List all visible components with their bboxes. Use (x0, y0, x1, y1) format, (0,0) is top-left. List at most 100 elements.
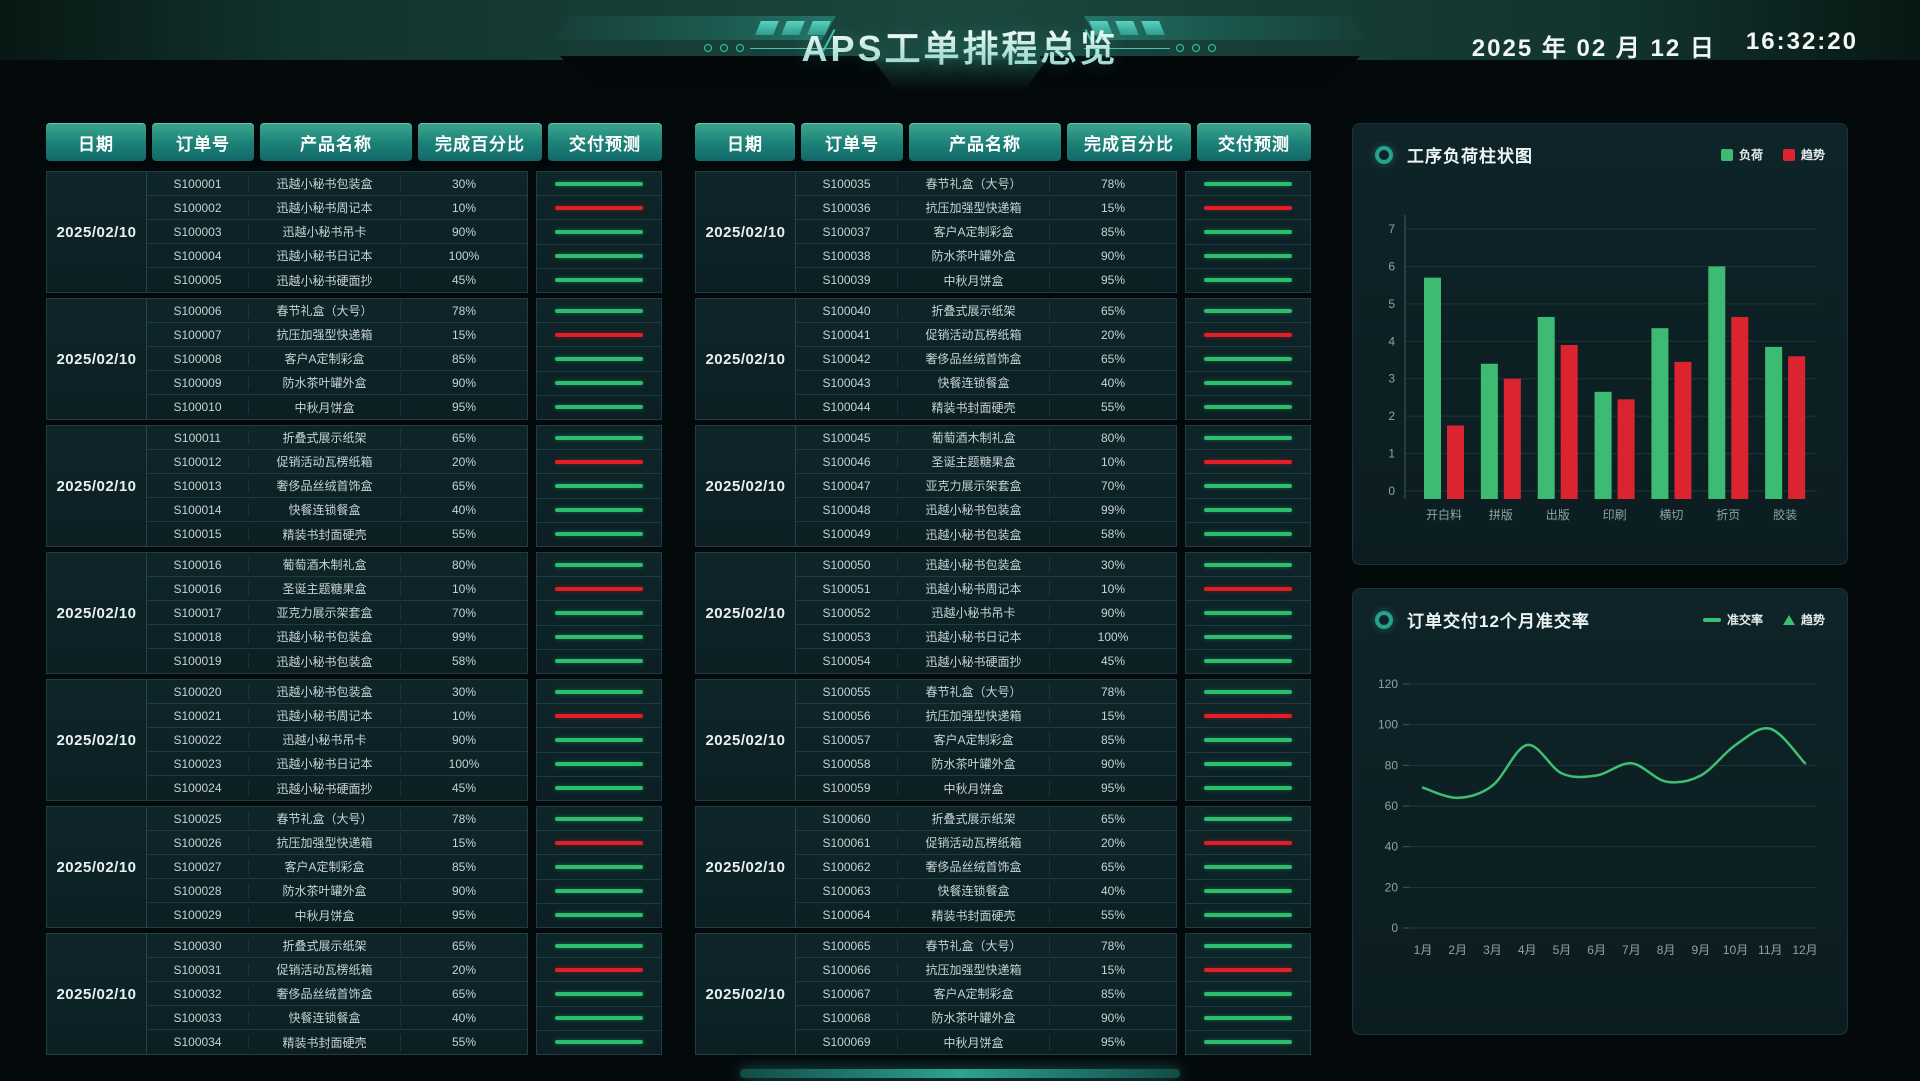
rows: S100035 春节礼盒（大号） 78% S100036 抗压加强型快递箱 15% S100… (796, 172, 1176, 292)
forecast-cell (1186, 499, 1310, 523)
completion-percent-cell: 10% (1100, 581, 1126, 596)
order-number-cell: S100032 (147, 986, 249, 1001)
completion-percent-cell: 90% (1100, 248, 1126, 263)
line-chart-svg: 0 20 40 60 80 100 120 1月 2月 3月 4月 5月 6月 7月 8月 9月 10月 11月 1… (1378, 677, 1818, 957)
deco-line (750, 47, 836, 49)
order-number-cell: S100009 (147, 375, 249, 390)
forecast-cell (537, 196, 661, 221)
table-row: S100056 抗压加强型快递箱 15% (796, 704, 1176, 728)
process-load-panel: 工序负荷柱状图 负荷 趋势 0 1 2 3 4 5 6 7 开白料 拼版 出版 印刷 横切 折页 胶装 (1352, 123, 1848, 565)
product-name-cell: 迅越小秘书周记本 (249, 199, 401, 216)
completion-percent-cell: 65% (1100, 859, 1126, 874)
forecast-cell (537, 553, 661, 578)
delivery-forecast-bar (1204, 532, 1292, 537)
svg-text:20: 20 (1385, 880, 1399, 894)
date-cell: 2025/02/10 (696, 680, 796, 800)
completion-percent-cell: 10% (451, 200, 477, 215)
forecast-cell (1186, 269, 1310, 292)
product-name-cell: 迅越小秘书包装盒 (898, 556, 1050, 573)
forecast-column (1185, 679, 1311, 801)
forecast-cell (537, 426, 661, 451)
delivery-forecast-bar (555, 689, 643, 694)
delivery-forecast-bar (555, 786, 643, 791)
completion-percent-cell: 95% (1100, 273, 1126, 287)
order-number-cell: S100010 (147, 400, 249, 414)
svg-text:12月: 12月 (1792, 943, 1817, 957)
delivery-forecast-bar (1204, 205, 1292, 210)
delivery-forecast-bar (1204, 967, 1292, 972)
date-group: 2025/02/10 S100016 葡萄酒木制礼盒 80% S100016 圣诞主题糖果… (46, 552, 662, 674)
svg-text:开白料: 开白料 (1426, 507, 1462, 522)
product-name-cell: 抗压加强型快递箱 (249, 326, 401, 343)
completion-percent-cell: 95% (451, 400, 477, 414)
table-row: S100053 迅越小秘书日记本 100% (796, 625, 1176, 649)
order-number-cell: S100012 (147, 454, 249, 469)
order-number-cell: S100064 (796, 908, 898, 922)
table-row: S100032 奢侈品丝绒首饰盒 65% (147, 982, 527, 1006)
table-row: S100049 迅越小秘书包装盒 58% (796, 522, 1176, 546)
order-number-cell: S100052 (796, 605, 898, 620)
product-name-cell: 精装书封面硬壳 (898, 906, 1050, 924)
rows: S100050 迅越小秘书包装盒 30% S100051 迅越小秘书周记本 10% S100… (796, 553, 1176, 673)
date-group: 2025/02/10 S100045 葡萄酒木制礼盒 80% S100046 圣诞主题糖果… (695, 425, 1311, 547)
forecast-cell (537, 450, 661, 475)
completion-percent-cell: 55% (451, 527, 477, 541)
table-row: S100017 亚克力展示架套盒 70% (147, 601, 527, 625)
completion-percent-cell: 15% (1100, 708, 1126, 723)
date-cell: 2025/02/10 (47, 426, 147, 546)
product-name-cell: 抗压加强型快递箱 (898, 961, 1050, 978)
delivery-forecast-bar (1204, 1016, 1292, 1021)
bar-chart-legend: 负荷 趋势 (1720, 146, 1825, 163)
forecast-column (536, 933, 662, 1055)
table-row: S100011 折叠式展示纸架 65% (147, 426, 527, 450)
svg-text:0: 0 (1388, 484, 1395, 498)
forecast-cell (537, 474, 661, 499)
table-row: S100067 客户A定制彩盒 85% (796, 982, 1176, 1006)
delivery-forecast-bar (555, 459, 643, 464)
forecast-cell (537, 958, 661, 983)
order-number-cell: S100029 (147, 908, 249, 922)
order-number-cell: S100022 (147, 732, 249, 747)
date-group-main: 2025/02/10 S100035 春节礼盒（大号） 78% S100036 抗压加强型… (695, 171, 1177, 293)
forecast-cell (537, 982, 661, 1007)
delivery-forecast-bar (555, 611, 643, 615)
delivery-forecast-bar (555, 738, 643, 742)
table-row: S100020 迅越小秘书包装盒 30% (147, 680, 527, 704)
product-name-cell: 圣诞主题糖果盒 (249, 580, 401, 597)
forecast-cell (537, 499, 661, 523)
order-number-cell: S100049 (796, 527, 898, 541)
order-number-cell: S100046 (796, 454, 898, 469)
date-cell: 2025/02/10 (696, 172, 796, 292)
forecast-column (1185, 933, 1311, 1055)
table-row: S100016 圣诞主题糖果盒 10% (147, 577, 527, 601)
forecast-cell (1186, 880, 1310, 904)
rows: S100020 迅越小秘书包装盒 30% S100021 迅越小秘书周记本 10% S100… (147, 680, 527, 800)
delivery-forecast-bar (1204, 659, 1292, 664)
date-group-main: 2025/02/10 S100040 折叠式展示纸架 65% S100041 促销活动瓦楞… (695, 298, 1177, 420)
rows: S100060 折叠式展示纸架 65% S100061 促销活动瓦楞纸箱 20% S1000… (796, 807, 1176, 927)
table-row: S100057 客户A定制彩盒 85% (796, 728, 1176, 752)
rows: S100055 春节礼盒（大号） 78% S100056 抗压加强型快递箱 15% S100… (796, 680, 1176, 800)
product-name-cell: 抗压加强型快递箱 (898, 199, 1050, 216)
delivery-forecast-bar (555, 635, 643, 640)
table-row: S100041 促销活动瓦楞纸箱 20% (796, 323, 1176, 347)
date-group: 2025/02/10 S100011 折叠式展示纸架 65% S100012 促销活动瓦楞… (46, 425, 662, 547)
column-header: 产品名称 (909, 123, 1061, 161)
product-name-cell: 折叠式展示纸架 (898, 302, 1050, 319)
forecast-column (1185, 298, 1311, 420)
date-group-main: 2025/02/10 S100016 葡萄酒木制礼盒 80% S100016 圣诞主题糖果… (46, 552, 528, 674)
date-group: 2025/02/10 S100030 折叠式展示纸架 65% S100031 促销活动瓦楞… (46, 933, 662, 1055)
order-number-cell: S100005 (147, 273, 249, 287)
forecast-cell (537, 880, 661, 904)
footer-accent-strip (740, 1069, 1180, 1078)
table-body: 2025/02/10 S100001 迅越小秘书包装盒 30% S100002 迅越小秘书… (46, 171, 662, 1055)
product-name-cell: 快餐连锁餐盒 (898, 882, 1050, 899)
table-header-row: 日期 订单号 产品名称 完成百分比 交付预测 (695, 123, 1311, 161)
svg-text:1: 1 (1388, 447, 1395, 461)
date-cell: 2025/02/10 (47, 934, 147, 1054)
header-title-trapezoid (872, 58, 1048, 92)
product-name-cell: 春节礼盒（大号） (898, 175, 1050, 192)
product-name-cell: 迅越小秘书包装盒 (898, 525, 1050, 543)
product-name-cell: 亚克力展示架套盒 (898, 477, 1050, 494)
forecast-cell (537, 626, 661, 650)
